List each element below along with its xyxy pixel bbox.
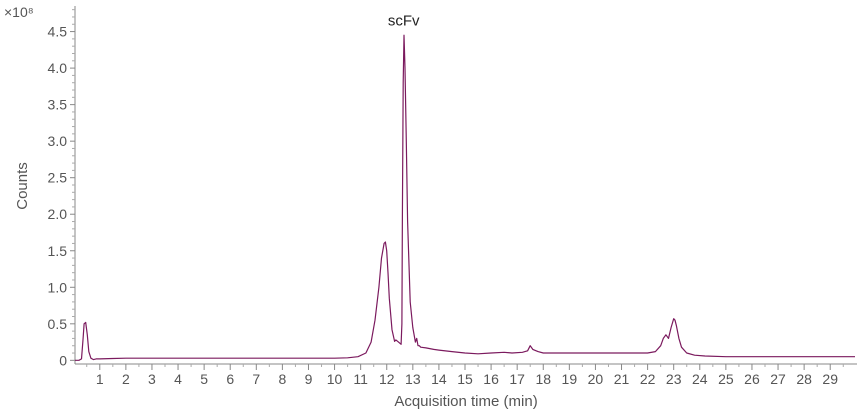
x-tick-label: 9 <box>305 371 313 387</box>
y-tick-label: 0.5 <box>48 316 68 332</box>
x-tick-label: 6 <box>226 371 234 387</box>
y-tick-label: 4.5 <box>48 24 68 40</box>
chromatogram-trace <box>75 34 855 361</box>
x-tick-label: 1 <box>96 371 104 387</box>
x-tick-label: 17 <box>509 371 525 387</box>
x-tick-label: 8 <box>278 371 286 387</box>
x-tick-label: 19 <box>562 371 578 387</box>
x-tick-label: 21 <box>614 371 630 387</box>
x-tick-label: 20 <box>588 371 604 387</box>
x-tick-label: 29 <box>822 371 838 387</box>
x-tick-label: 23 <box>666 371 682 387</box>
peak-label: scFv <box>388 13 420 30</box>
x-tick-label: 4 <box>174 371 182 387</box>
x-tick-label: 2 <box>122 371 130 387</box>
x-tick-label: 12 <box>379 371 395 387</box>
y-tick-label: 1.0 <box>48 279 68 295</box>
x-tick-label: 11 <box>353 371 368 387</box>
x-tick-label: 22 <box>640 371 656 387</box>
y-tick-label: 4.0 <box>48 60 68 76</box>
x-tick-label: 13 <box>405 371 421 387</box>
y-axis: 0 0.5 1.0 1.5 2.0 2.5 3.0 3.5 4.0 4.5 <box>48 6 76 368</box>
x-tick-label: 27 <box>770 371 786 387</box>
x-tick-label: 3 <box>148 371 156 387</box>
x-tick-label: 26 <box>744 371 760 387</box>
x-axis: 1 2 3 4 5 6 7 8 9 10 11 12 13 14 15 16 17 18 19 20 21 22 23 24 2… <box>75 363 857 387</box>
y-axis-title: Counts <box>14 162 31 210</box>
x-tick-label: 14 <box>431 371 447 387</box>
x-tick-label: 18 <box>535 371 551 387</box>
y-tick-label: 2.0 <box>48 206 68 222</box>
x-tick-label: 24 <box>692 371 708 387</box>
x-tick-label: 5 <box>200 371 208 387</box>
x-tick-label: 28 <box>796 371 812 387</box>
y-tick-label: 3.0 <box>48 133 68 149</box>
y-tick-label: 3.5 <box>48 97 68 113</box>
y-multiplier-label: ×10⁸ <box>4 4 34 20</box>
x-tick-label: 15 <box>457 371 473 387</box>
y-tick-label: 1.5 <box>48 243 68 259</box>
x-axis-title: Acquisition time (min) <box>394 393 537 410</box>
y-tick-label: 0 <box>59 352 67 368</box>
y-tick-label: 2.5 <box>48 170 68 186</box>
x-tick-label: 25 <box>718 371 734 387</box>
annotation-layer: scFv <box>388 13 420 30</box>
x-tick-label: 10 <box>327 371 343 387</box>
series-layer <box>75 34 855 361</box>
x-tick-label: 16 <box>483 371 499 387</box>
x-tick-label: 7 <box>252 371 260 387</box>
